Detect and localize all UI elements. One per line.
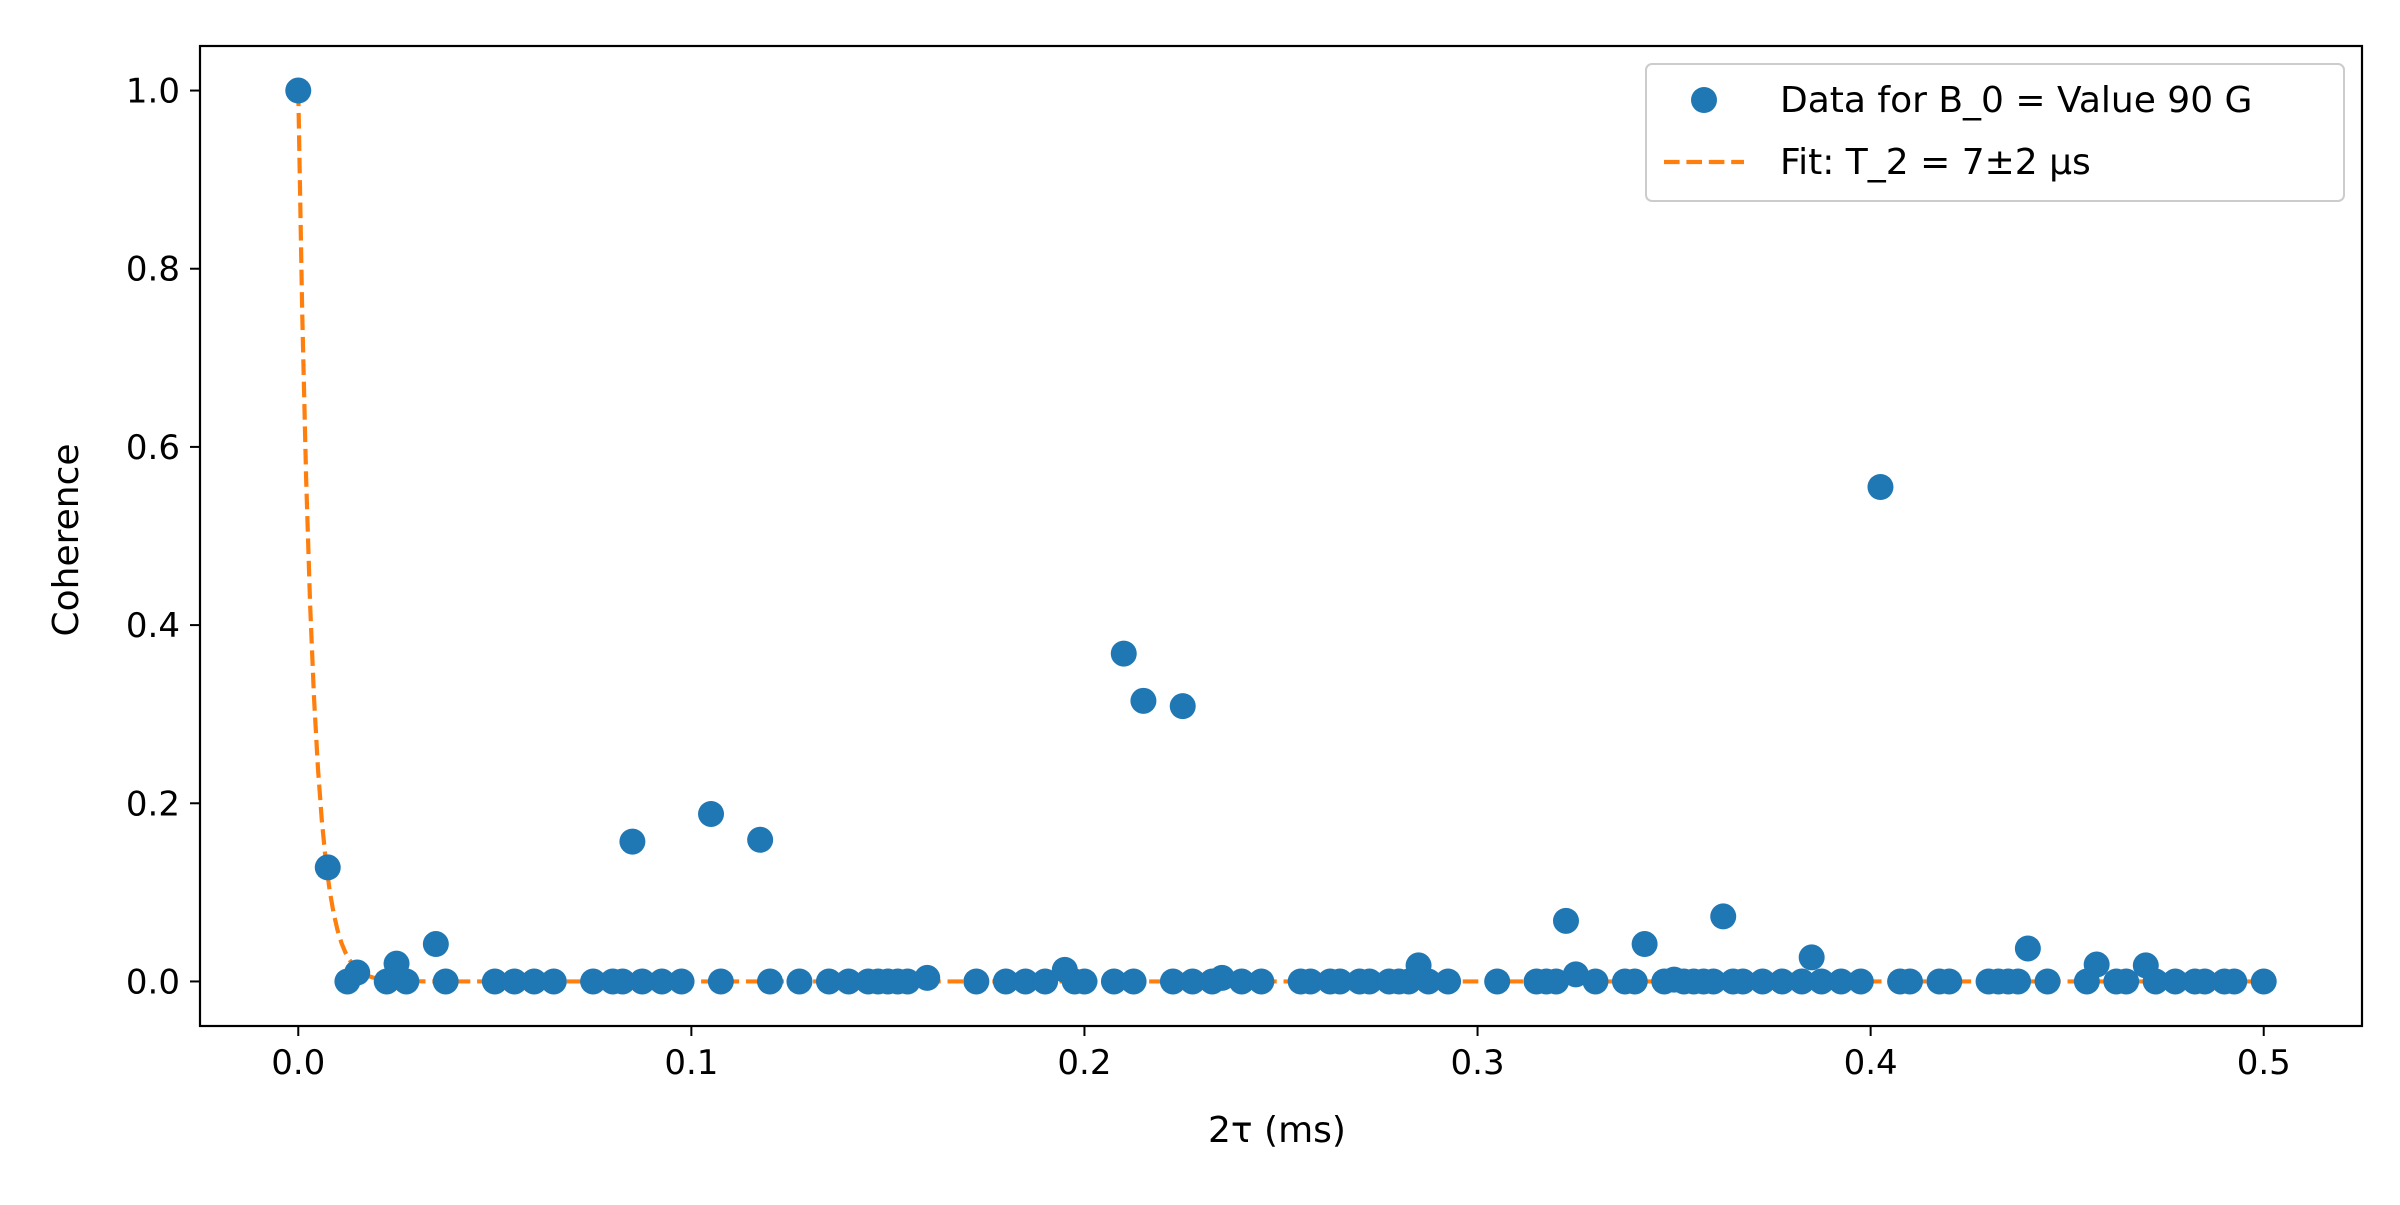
data-point xyxy=(1828,968,1855,995)
data-point xyxy=(1896,968,1923,995)
data-point xyxy=(1808,968,1835,995)
x-tick-label: 0.2 xyxy=(1057,1043,1111,1083)
data-point xyxy=(501,968,528,995)
data-point xyxy=(2162,968,2189,995)
data-point xyxy=(1435,968,1462,995)
x-tick-label: 0.0 xyxy=(271,1043,325,1083)
legend: Data for B_0 = Value 90 G Fit: T_2 = 7±2 … xyxy=(1645,63,2345,202)
x-tick-label: 0.3 xyxy=(1451,1043,1505,1083)
data-point xyxy=(1228,968,1255,995)
data-point xyxy=(1100,968,1127,995)
data-point xyxy=(285,77,312,104)
y-tick-label: 0.8 xyxy=(126,250,180,290)
plot-frame xyxy=(198,44,2364,1028)
data-point xyxy=(1543,968,1570,995)
data-point xyxy=(629,968,656,995)
data-point xyxy=(1562,961,1589,988)
data-point xyxy=(747,826,774,853)
data-point xyxy=(786,968,813,995)
data-point xyxy=(1749,968,1776,995)
data-point xyxy=(580,968,607,995)
legend-label-data: Data for B_0 = Value 90 G xyxy=(1780,80,2252,121)
data-point xyxy=(1710,903,1737,930)
data-point xyxy=(668,968,695,995)
data-point xyxy=(2142,968,2169,995)
data-point xyxy=(2034,968,2061,995)
y-tick-label: 1.0 xyxy=(126,72,180,112)
x-tick-label: 0.5 xyxy=(2237,1043,2291,1083)
data-point xyxy=(2191,968,2218,995)
axes-layer: 0.0 0.1 0.2 0.3 0.4 0.5 0.0 0.2 0.4 0.6 0.8 1.0 xyxy=(126,44,2364,1083)
data-point xyxy=(1248,968,1275,995)
data-point xyxy=(1120,968,1147,995)
data-point xyxy=(2113,968,2140,995)
data-point xyxy=(1209,964,1236,991)
x-axis-label: 2τ (ms) xyxy=(1208,1110,1346,1151)
data-point xyxy=(540,968,567,995)
y-axis-label: Coherence xyxy=(46,443,87,636)
data-point xyxy=(1415,968,1442,995)
data-point xyxy=(1582,968,1609,995)
data-point xyxy=(481,968,508,995)
data-point xyxy=(344,959,371,986)
data-point xyxy=(1356,968,1383,995)
legend-label-fit: Fit: T_2 = 7±2 μs xyxy=(1780,142,2091,183)
data-point xyxy=(1484,968,1511,995)
data-point xyxy=(432,968,459,995)
data-point xyxy=(1297,968,1324,995)
data-point xyxy=(1936,968,1963,995)
data-point xyxy=(1729,968,1756,995)
data-point xyxy=(1798,944,1825,971)
data-point xyxy=(1631,931,1658,958)
data-point xyxy=(1867,474,1894,500)
data-point xyxy=(648,968,675,995)
y-tick-label: 0.6 xyxy=(126,428,180,468)
data-point xyxy=(815,968,842,995)
data-point xyxy=(1169,693,1196,720)
data-point xyxy=(756,968,783,995)
data-point xyxy=(521,968,548,995)
data-point xyxy=(1032,968,1059,995)
data-point xyxy=(1788,968,1815,995)
data-point xyxy=(393,968,420,995)
data-point xyxy=(1071,968,1098,995)
data-point xyxy=(894,968,921,995)
data-point xyxy=(992,968,1019,995)
data-point xyxy=(698,800,725,827)
legend-box xyxy=(1645,63,2345,202)
data-point xyxy=(1130,687,1157,714)
plot-layer xyxy=(285,77,2277,995)
x-tick-label: 0.1 xyxy=(664,1043,718,1083)
data-point xyxy=(1110,640,1137,667)
data-point xyxy=(2221,968,2248,995)
data-point xyxy=(2014,935,2041,962)
y-tick-label: 0.0 xyxy=(126,962,180,1002)
data-point xyxy=(1847,968,1874,995)
data-point xyxy=(1769,968,1796,995)
data-point xyxy=(1179,968,1206,995)
data-point xyxy=(1159,968,1186,995)
data-point xyxy=(835,968,862,995)
data-point xyxy=(914,964,941,991)
data-point xyxy=(619,828,646,855)
data-point xyxy=(1012,968,1039,995)
data-point xyxy=(1552,907,1579,934)
legend-marker-data xyxy=(1691,87,1717,113)
data-point xyxy=(1621,968,1648,995)
data-point xyxy=(422,931,449,958)
data-point xyxy=(963,968,990,995)
data-point xyxy=(707,968,734,995)
data-point xyxy=(2005,968,2032,995)
data-point xyxy=(1326,968,1353,995)
data-point xyxy=(1700,968,1727,995)
x-tick-label: 0.4 xyxy=(1844,1043,1898,1083)
y-tick-label: 0.4 xyxy=(126,606,180,646)
data-point xyxy=(609,968,636,995)
data-point xyxy=(314,854,341,881)
data-point xyxy=(2083,951,2110,978)
data-point xyxy=(2250,968,2277,995)
y-tick-label: 0.2 xyxy=(126,784,180,824)
